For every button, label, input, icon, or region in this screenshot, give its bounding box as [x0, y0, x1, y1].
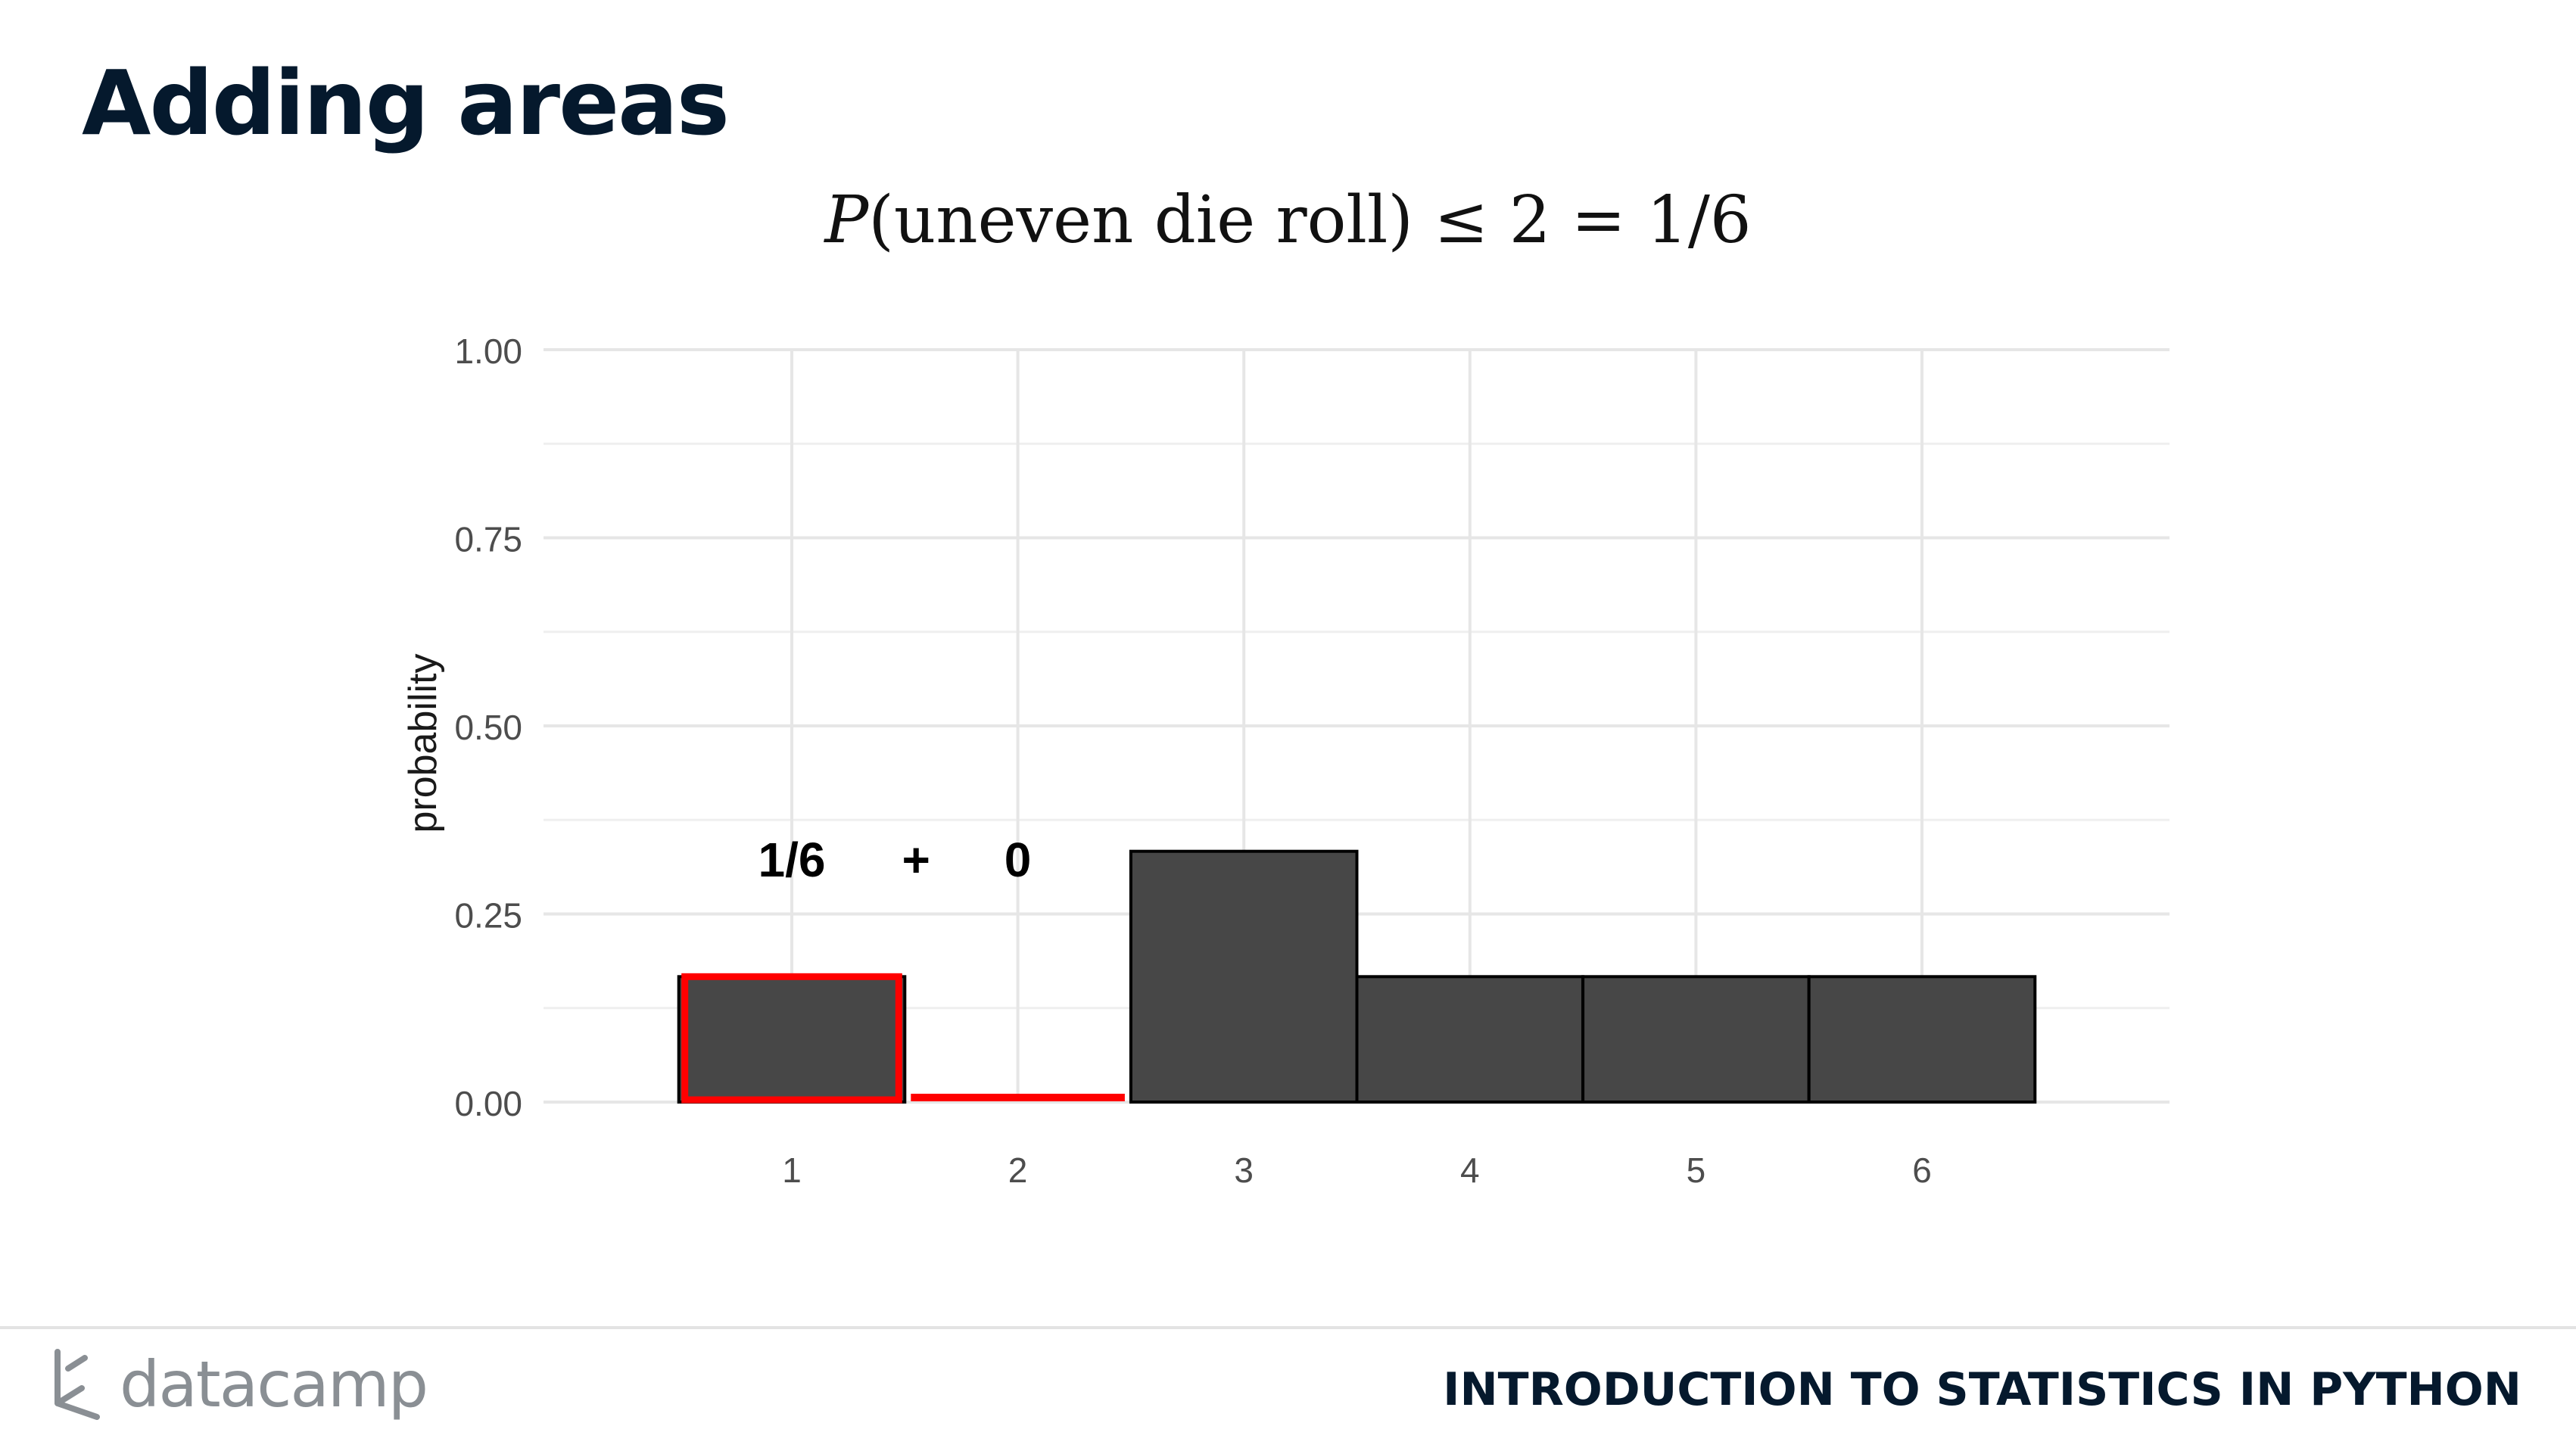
bar-4: [1355, 975, 1585, 1104]
bar-5: [1581, 975, 1811, 1104]
y-tick-label: 0.25: [454, 896, 522, 936]
course-title: INTRODUCTION TO STATISTICS IN PYTHON: [1443, 1363, 2521, 1416]
x-tick-label: 2: [1008, 1151, 1028, 1190]
probability-formula: P(uneven die roll) ≤ 2 = 1/6: [0, 182, 2576, 260]
bar-1: [677, 975, 907, 1104]
brand-logo: datacamp: [51, 1347, 428, 1421]
annotation-label: 0: [1005, 833, 1032, 887]
bar-6: [1807, 975, 2037, 1104]
x-axis-ticks: 1 2 3 4 5 6: [782, 1151, 1932, 1190]
formula-open-paren: (: [868, 182, 894, 258]
x-tick-label: 3: [1234, 1151, 1254, 1190]
y-tick-label: 1.00: [454, 332, 522, 371]
slide-title: Adding areas: [82, 51, 730, 155]
formula-rest: ≤ 2 = 1/6: [1413, 182, 1752, 258]
x-tick-label: 6: [1912, 1151, 1932, 1190]
footer-divider: [0, 1326, 2576, 1329]
y-axis-ticks: 0.00 0.25 0.50 0.75 1.00: [454, 332, 522, 1123]
annotations: 1/6 +0: [758, 833, 1032, 887]
annotation-label: +: [902, 833, 930, 887]
datacamp-logo-icon: [55, 1349, 100, 1420]
y-tick-label: 0.00: [454, 1084, 522, 1123]
formula-p: P: [824, 182, 869, 258]
formula-close-paren: ): [1388, 182, 1413, 258]
bar-3: [1129, 849, 1359, 1104]
x-tick-label: 4: [1460, 1151, 1480, 1190]
bar-highlight-1: [681, 973, 902, 1104]
annotation-label: 1/6: [758, 833, 826, 887]
formula-event: uneven die roll: [893, 182, 1388, 258]
bars: [677, 849, 2037, 1104]
y-tick-label: 0.50: [454, 708, 522, 747]
x-tick-label: 5: [1687, 1151, 1706, 1190]
y-tick-label: 0.75: [454, 520, 522, 559]
x-tick-label: 1: [782, 1151, 802, 1190]
brand-wordmark: datacamp: [120, 1347, 428, 1421]
y-axis-label: probability: [401, 653, 445, 833]
